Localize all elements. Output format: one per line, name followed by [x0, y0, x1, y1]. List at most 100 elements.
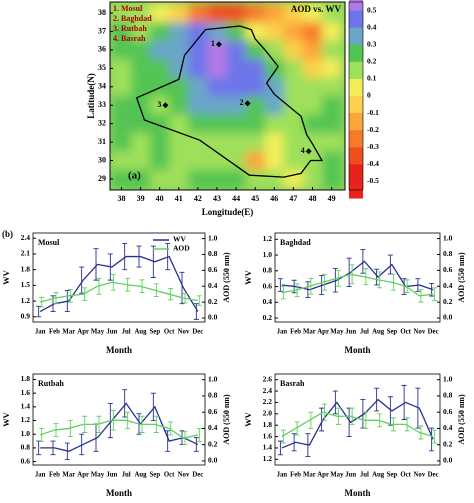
heatmap-cell [226, 114, 247, 134]
x-tick-label: Apr [317, 472, 329, 479]
heatmap-cell [264, 22, 285, 42]
chart-title: Mosul [38, 238, 60, 247]
heatmap-cell [111, 77, 132, 97]
x-axis-label: Month [344, 345, 370, 355]
y2-tick-label: 0.6 [208, 407, 218, 416]
heatmap-cell [207, 132, 228, 152]
y-tick-label: 1.8 [21, 264, 31, 273]
error-bar [374, 387, 380, 412]
heatmap-cell [169, 169, 189, 189]
x-tick-label: Jan [35, 472, 46, 479]
x-tick-label: 44 [232, 194, 240, 203]
error-bar [82, 287, 88, 301]
heatmap-cell [207, 114, 228, 134]
heatmap-cell [245, 40, 266, 60]
y2-tick-label: 0.6 [443, 407, 453, 416]
heatmap-cell [302, 114, 323, 134]
y-tick-label: 0.6 [21, 456, 31, 465]
x-tick-label: Mar [303, 329, 316, 336]
y2-tick-label: 0.8 [208, 249, 218, 258]
plot-frame [32, 232, 206, 323]
station-label: 2 [240, 98, 244, 107]
x-tick-label: Nov [178, 472, 190, 479]
heatmap-cells [111, 3, 342, 189]
x-tick-label: Apr [77, 472, 89, 479]
heatmap-cell [188, 59, 208, 79]
heatmap-cell [322, 169, 342, 189]
heatmap-cell [111, 22, 132, 42]
heatmap-cell [188, 77, 208, 97]
series-line [281, 273, 434, 297]
x-tick-label: Dec [192, 472, 203, 479]
x-tick-label: Jan [35, 329, 46, 336]
x-tick-label: Nov [414, 329, 426, 336]
y-tick-label: 1.8 [21, 374, 31, 383]
heatmap-cell [283, 132, 304, 152]
heatmap-cell [131, 114, 151, 134]
heatmap-cell [245, 96, 266, 115]
error-bar [432, 429, 438, 444]
heatmap-cell [264, 3, 285, 23]
heatmap-cell [150, 40, 170, 60]
legend-label: WV [173, 235, 187, 244]
station-label: 4 [301, 146, 305, 155]
heatmap-cell [322, 40, 342, 60]
station-marker [244, 100, 251, 107]
heatmap-cell [245, 151, 266, 171]
y2-tick-label: 0.2 [208, 297, 218, 306]
y2-tick-label: 0.2 [443, 439, 453, 448]
y-tick-label: 36 [98, 45, 106, 54]
x-tick-label: Mar [62, 472, 75, 479]
heatmap-cell [322, 59, 342, 79]
error-bar [196, 427, 202, 442]
x-tick-label: Dec [428, 472, 439, 479]
y2-axis-label: AOD (550 nm) [457, 252, 466, 303]
heatmap-cell [322, 132, 342, 152]
y2-tick-label: 0.8 [443, 391, 453, 400]
x-tick-label: Apr [77, 329, 89, 336]
error-bar [280, 429, 286, 444]
y-tick-label: 33 [98, 100, 106, 109]
series-line [40, 402, 199, 453]
heatmap-cell [188, 22, 208, 42]
heatmap-cell [111, 169, 132, 189]
heatmap-cell [111, 96, 132, 115]
error-bar [374, 268, 380, 286]
error-bar [168, 421, 174, 436]
x-tick-label: Feb [290, 329, 301, 336]
y-tick-label: 2.4 [263, 386, 273, 395]
error-bar [277, 440, 283, 456]
error-bar [294, 421, 300, 436]
x-tick-label: Jul [360, 329, 369, 336]
x-tick-label: Jun [106, 329, 117, 336]
heatmap-cell [322, 77, 342, 97]
country-border [135, 25, 324, 178]
x-tick-label: Nov [414, 472, 426, 479]
heatmap-cell [322, 22, 342, 42]
heatmap-cell [207, 3, 228, 23]
heatmap-cell [207, 77, 228, 97]
heatmap-cell [207, 59, 228, 79]
error-bar [401, 278, 407, 295]
series-line [39, 281, 198, 303]
heatmap-cell [264, 40, 285, 60]
error-bar [346, 257, 352, 288]
x-tick-label: Oct [400, 329, 411, 336]
heatmap-cell [283, 169, 304, 189]
colorbar-band [349, 164, 363, 199]
y-tick-label: 2.6 [263, 374, 273, 383]
y-tick-label: 1.5 [21, 280, 31, 289]
x-tick-label: Dec [192, 329, 203, 336]
heatmap-cell [207, 169, 228, 189]
y-tick-label: 31 [98, 137, 106, 146]
x-tick-label: 39 [137, 194, 145, 203]
heatmap-cell [111, 151, 132, 171]
x-tick-label: May [330, 472, 344, 479]
y-tick-label: 2.1 [21, 249, 31, 258]
colorbar-tick-label: -0.1 [367, 108, 379, 117]
heatmap-cell [131, 59, 151, 79]
heatmap-cell [131, 169, 151, 189]
error-bar [308, 411, 314, 429]
heatmap-cell [111, 114, 132, 134]
